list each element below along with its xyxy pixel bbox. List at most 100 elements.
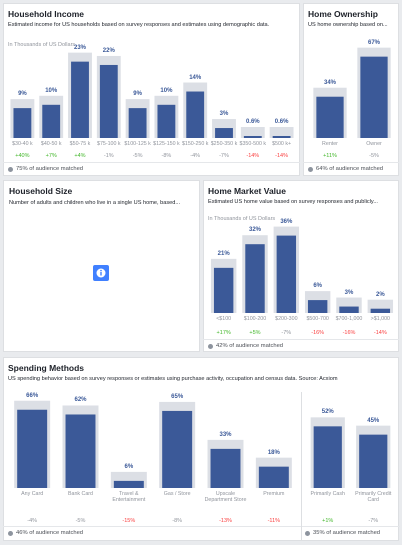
bar — [210, 448, 241, 488]
change-label: +5% — [249, 330, 261, 336]
category-label: Primarily Cash — [310, 491, 345, 497]
value-label: 21% — [217, 250, 230, 257]
panel-subtitle: Estimated income for US households based… — [8, 22, 270, 28]
category-label: $40-50 k — [40, 141, 62, 147]
category-label: $500 k+ — [272, 141, 292, 147]
bar — [162, 410, 193, 488]
category-label: $500-700 — [306, 316, 329, 322]
value-label: 32% — [248, 227, 261, 234]
value-label: 3% — [344, 289, 354, 296]
value-label: 23% — [73, 44, 86, 51]
bar — [370, 308, 391, 313]
panel-title: Home Market Value — [208, 186, 286, 196]
category-label: $30-40 k — [12, 141, 33, 147]
category-label: $200-300 — [275, 316, 298, 322]
bar — [42, 104, 61, 138]
bar — [359, 434, 388, 488]
bar — [99, 64, 118, 138]
panel-title: Home Ownership — [308, 9, 378, 19]
value-label: 67% — [367, 39, 380, 46]
change-label: -11% — [267, 518, 281, 524]
panel — [3, 3, 300, 176]
bar — [245, 244, 265, 313]
footer-icon — [8, 167, 13, 172]
footer-text: 75% of audience matched — [16, 166, 84, 172]
bar — [128, 108, 147, 138]
panel-title: Household Income — [8, 9, 85, 19]
value-label: 22% — [102, 47, 115, 54]
panel-title: Household Size — [9, 186, 73, 196]
change-label: -16% — [342, 330, 356, 336]
value-label: 10% — [45, 87, 58, 94]
footer-icon — [208, 344, 213, 349]
bar — [157, 104, 176, 138]
change-label: -16% — [311, 330, 325, 336]
axis-label: In Thousands of US Dollars — [208, 216, 276, 222]
bar — [213, 267, 234, 313]
value-label: 6% — [124, 463, 134, 470]
value-label: 0.6% — [274, 119, 289, 125]
value-label: 2% — [375, 291, 385, 298]
value-label: 18% — [267, 449, 280, 456]
axis-label: In Thousands of US Dollars — [8, 42, 76, 48]
footer-rule — [3, 162, 300, 163]
change-label: -4% — [190, 153, 201, 159]
change-label: -5% — [75, 518, 86, 524]
bar — [113, 480, 144, 488]
value-label: 66% — [26, 392, 39, 399]
category-label: Bank Card — [67, 491, 93, 497]
change-label: +1% — [322, 518, 334, 524]
category-label: Upscale Department Store — [204, 491, 247, 503]
footer-icon — [8, 531, 13, 536]
category-label: $125-150 k — [153, 141, 180, 147]
category-label: >$1,000 — [370, 316, 390, 322]
bar-backdrop — [240, 127, 265, 138]
change-label: +40% — [15, 153, 30, 159]
category-label: $150-250 k — [181, 141, 209, 147]
category-label: $50-75 k — [69, 141, 91, 147]
value-label: 0.6% — [245, 119, 260, 125]
change-label: -14% — [246, 153, 260, 159]
change-label: -7% — [281, 330, 292, 336]
value-label: 36% — [280, 218, 293, 225]
category-label: $700-1,000 — [335, 316, 363, 322]
footer-text: 35% of audience matched — [313, 530, 381, 536]
change-label: -7% — [368, 518, 379, 524]
panel-subtitle: US spending behavior based on survey res… — [8, 376, 338, 382]
category-label: Renter — [322, 141, 338, 147]
category-label: $350-500 k — [239, 141, 267, 147]
change-label: -8% — [161, 153, 172, 159]
panel-subtitle: Estimated US home value based on survey … — [208, 199, 378, 205]
change-label: -5% — [132, 153, 143, 159]
bar — [65, 414, 96, 488]
footer-text: 42% of audience matched — [216, 343, 284, 349]
category-label: Primarily Credit Card — [355, 491, 392, 503]
footer-rule — [302, 526, 400, 527]
bar — [186, 91, 205, 138]
bar — [215, 128, 233, 138]
footer-rule — [203, 339, 399, 340]
value-label: 65% — [171, 393, 184, 400]
category-label: <$100 — [216, 316, 232, 322]
info-icon[interactable] — [93, 265, 109, 281]
bar — [258, 466, 289, 488]
bar — [13, 108, 32, 138]
bar — [276, 235, 297, 313]
change-label: +4% — [74, 153, 86, 159]
bar — [360, 56, 388, 139]
change-label: -14% — [275, 153, 288, 159]
value-label: 9% — [133, 91, 142, 98]
value-label: 52% — [321, 409, 334, 416]
panel-title: Spending Methods — [8, 363, 85, 373]
category-label: Travel & Entertainment — [112, 491, 146, 503]
bar — [243, 136, 262, 138]
value-label: 6% — [313, 283, 322, 290]
value-label: 14% — [189, 74, 202, 81]
panel-subtitle: US home ownership based on... — [308, 22, 388, 28]
category-label: $250-350 k — [210, 141, 238, 147]
bar — [313, 426, 342, 488]
change-label: +7% — [45, 153, 57, 159]
bar — [307, 300, 328, 313]
category-label: $100-125 k — [124, 141, 151, 147]
